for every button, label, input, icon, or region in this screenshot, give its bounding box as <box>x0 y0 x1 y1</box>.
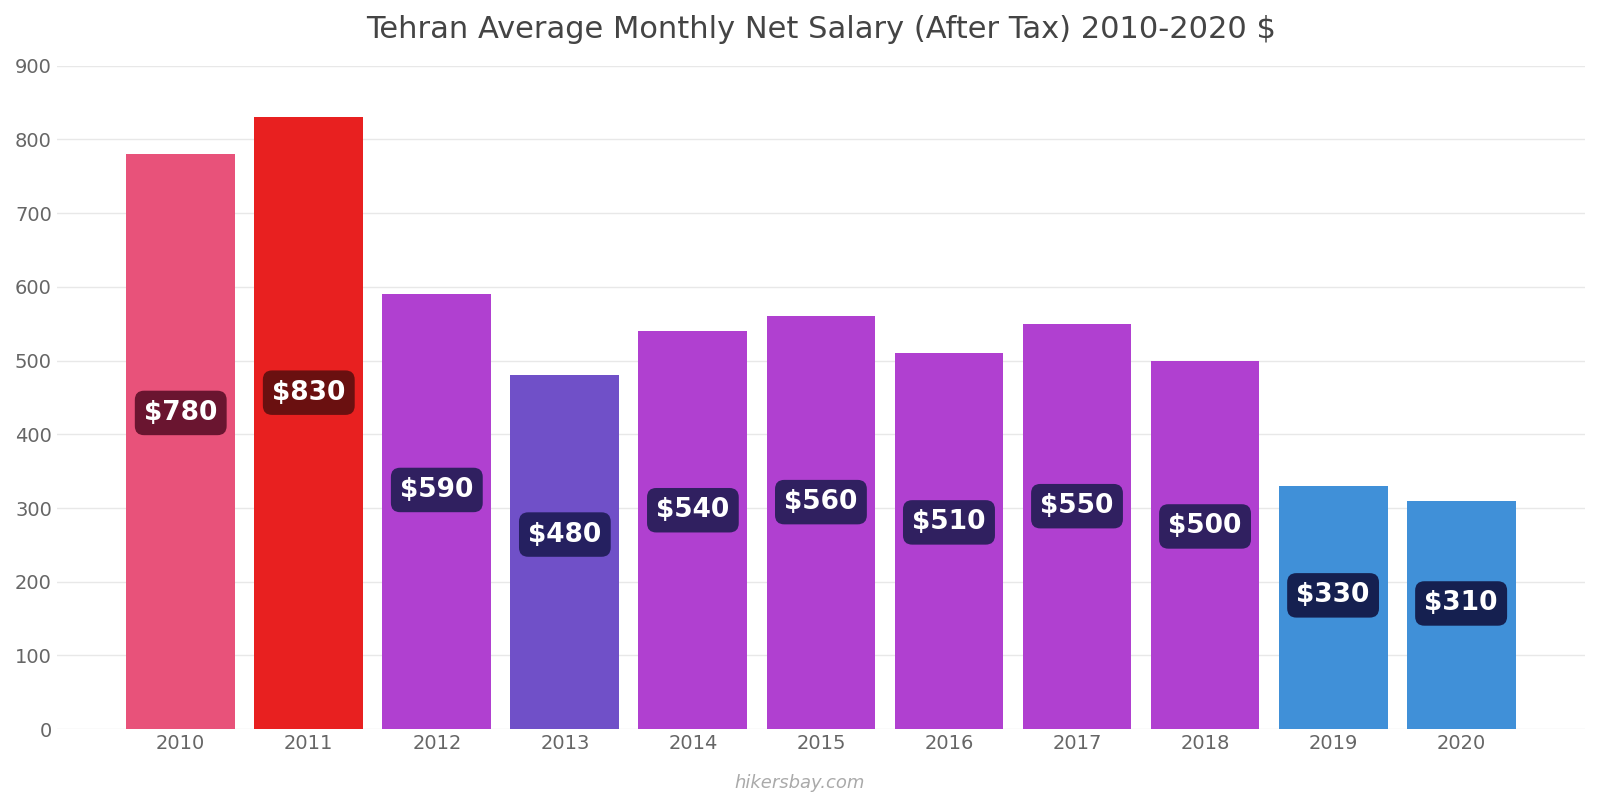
Text: $480: $480 <box>528 522 602 547</box>
Bar <box>1150 361 1259 729</box>
Bar <box>1022 324 1131 729</box>
Text: $330: $330 <box>1296 582 1370 608</box>
Text: $550: $550 <box>1040 493 1114 519</box>
Text: $830: $830 <box>272 380 346 406</box>
Text: $310: $310 <box>1424 590 1498 617</box>
Text: $510: $510 <box>912 510 986 535</box>
Text: hikersbay.com: hikersbay.com <box>734 774 866 792</box>
Bar <box>1278 486 1387 729</box>
Bar <box>126 154 235 729</box>
Text: $560: $560 <box>784 489 858 515</box>
Text: $590: $590 <box>400 477 474 503</box>
Bar <box>510 375 619 729</box>
Text: $500: $500 <box>1168 514 1242 539</box>
Bar <box>638 331 747 729</box>
Text: $540: $540 <box>656 498 730 523</box>
Bar <box>894 354 1003 729</box>
Bar <box>766 316 875 729</box>
Bar <box>1406 501 1515 729</box>
Text: $780: $780 <box>144 400 218 426</box>
Bar <box>254 118 363 729</box>
Title: Tehran Average Monthly Net Salary (After Tax) 2010-2020 $: Tehran Average Monthly Net Salary (After… <box>366 15 1275 44</box>
Bar <box>382 294 491 729</box>
